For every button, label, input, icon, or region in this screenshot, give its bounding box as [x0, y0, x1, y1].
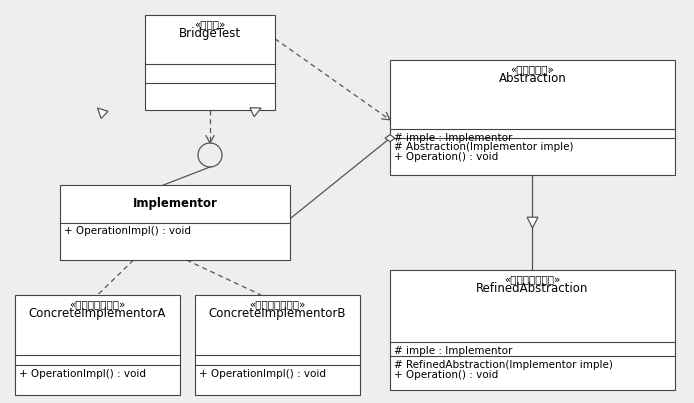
Text: # Abstraction(Implementor imple): # Abstraction(Implementor imple): [394, 142, 573, 152]
Bar: [390, 270, 675, 390]
Text: BridgeTest: BridgeTest: [179, 27, 241, 40]
Text: Abstraction: Abstraction: [498, 73, 566, 85]
Text: ConcreteImplementorB: ConcreteImplementorB: [209, 307, 346, 320]
Text: «客户类»: «客户类»: [194, 19, 226, 29]
Text: «具体实现化角色»: «具体实现化角色»: [69, 299, 126, 309]
Text: # imple : Implementor: # imple : Implementor: [394, 346, 512, 356]
Polygon shape: [97, 108, 108, 118]
Bar: [60, 185, 290, 260]
Text: «扩展抽象化角色»: «扩展抽象化角色»: [505, 274, 561, 284]
Text: Implementor: Implementor: [133, 197, 217, 210]
Bar: [390, 60, 675, 175]
Text: + OperationImpl() : void: + OperationImpl() : void: [199, 369, 326, 379]
Text: # imple : Implementor: # imple : Implementor: [394, 133, 512, 143]
Polygon shape: [250, 108, 261, 117]
Text: + Operation() : void: + Operation() : void: [394, 152, 498, 162]
Text: ConcreteImplementorA: ConcreteImplementorA: [29, 307, 166, 320]
Text: + OperationImpl() : void: + OperationImpl() : void: [19, 369, 146, 379]
Text: «具体实现化角色»: «具体实现化角色»: [249, 299, 305, 309]
Polygon shape: [527, 217, 538, 228]
Text: # RefinedAbstraction(Implementor imple): # RefinedAbstraction(Implementor imple): [394, 360, 613, 370]
Text: + OperationImpl() : void: + OperationImpl() : void: [64, 226, 191, 237]
Text: + Operation() : void: + Operation() : void: [394, 370, 498, 380]
Bar: [145, 15, 275, 110]
Text: RefinedAbstraction: RefinedAbstraction: [476, 283, 589, 295]
Polygon shape: [385, 135, 395, 142]
Text: «抽象化角色»: «抽象化角色»: [511, 64, 555, 74]
Bar: [15, 295, 180, 395]
Bar: [195, 295, 360, 395]
